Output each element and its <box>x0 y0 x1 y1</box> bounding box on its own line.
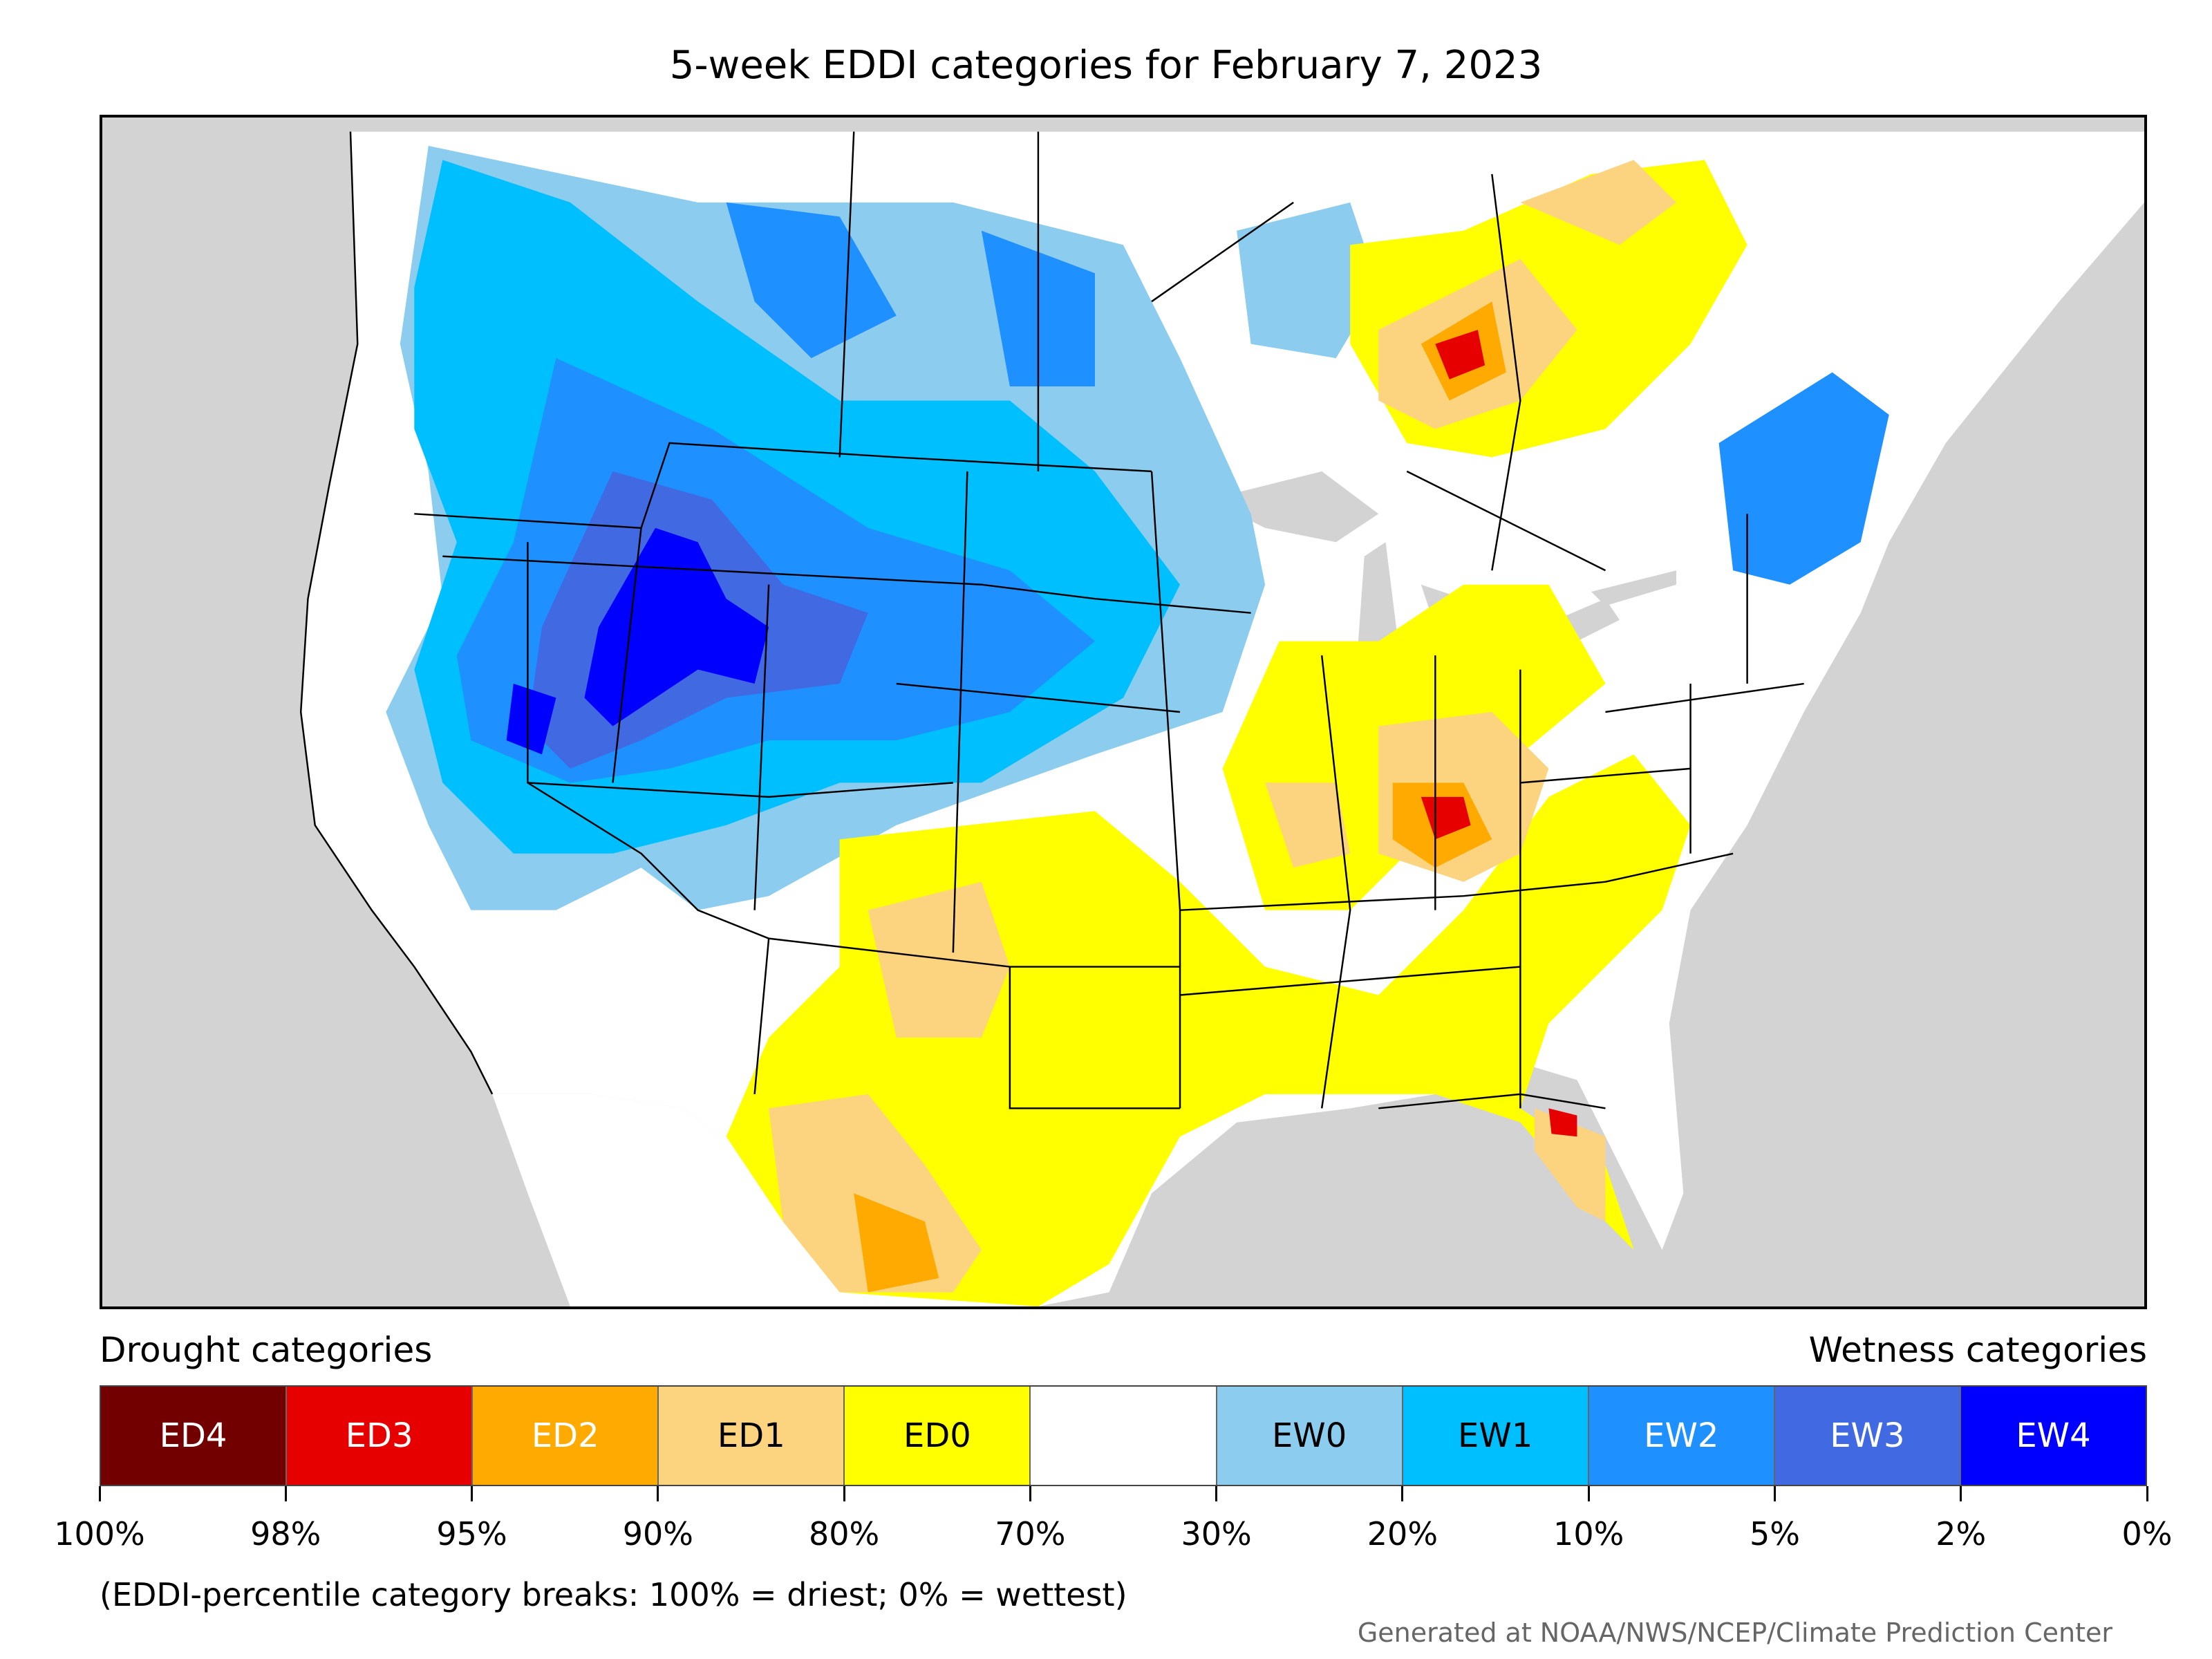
legend-tick-label: 2% <box>1936 1515 1987 1553</box>
legend-cell-ed2: ED2 <box>473 1387 659 1485</box>
legend-cell-ew0: EW0 <box>1217 1387 1403 1485</box>
legend-cell-ed4: ED4 <box>101 1387 288 1485</box>
wetness-heading: Wetness categories <box>1808 1330 2147 1370</box>
legend-tick-mark <box>1773 1486 1776 1501</box>
legend-tick-mark <box>98 1486 101 1501</box>
wet-canada-region <box>1237 202 1379 359</box>
legend-tick-label: 80% <box>808 1515 880 1553</box>
legend-tick-mark <box>1029 1486 1031 1501</box>
legend-cell-ew4: EW4 <box>1960 1387 2146 1485</box>
legend-cell-neutral <box>1031 1387 1217 1485</box>
legend-cell-ed0: ED0 <box>845 1387 1031 1485</box>
legend-cell-ed3: ED3 <box>287 1387 474 1485</box>
state-boundaries <box>299 131 1804 1109</box>
legend-tick-label: 98% <box>250 1515 321 1553</box>
legend-colorbar: ED4 ED3 ED2 ED1 ED0 EW0 EW1 EW2 EW3 EW4 <box>100 1385 2147 1486</box>
legend-tick-mark <box>1960 1486 1962 1501</box>
legend-tick-label: 10% <box>1553 1515 1624 1553</box>
legend-tick-mark <box>657 1486 659 1501</box>
great-lakes <box>1208 471 1677 712</box>
mexico-land <box>492 1094 1038 1306</box>
drought-heading: Drought categories <box>100 1330 433 1370</box>
legend-tick-label: 95% <box>436 1515 507 1553</box>
legend-tick-mark <box>1215 1486 1218 1501</box>
legend-cell-ed1: ED1 <box>659 1387 845 1485</box>
legend-tick-mark <box>1587 1486 1590 1501</box>
wet-northeast-region <box>1718 372 1889 585</box>
legend-tick-mark <box>843 1486 845 1501</box>
credit-text: Generated at NOAA/NWS/NCEP/Climate Predi… <box>1357 1618 2112 1648</box>
legend-tick-label: 70% <box>995 1515 1066 1553</box>
wet-ew4-region <box>506 527 769 755</box>
category-note: (EDDI-percentile category breaks: 100% =… <box>100 1576 1127 1613</box>
legend-cell-ew1: EW1 <box>1403 1387 1589 1485</box>
legend-tick-mark <box>284 1486 287 1501</box>
legend-tick-mark <box>471 1486 474 1501</box>
legend-tick-label: 5% <box>1749 1515 1800 1553</box>
dry-ed1-region <box>769 160 1677 1293</box>
legend-cell-ew2: EW2 <box>1588 1387 1775 1485</box>
legend-tick-label: 0% <box>2121 1515 2173 1553</box>
legend-tick-label: 90% <box>622 1515 693 1553</box>
legend-cell-ew3: EW3 <box>1774 1387 1961 1485</box>
eddi-map <box>100 115 2147 1309</box>
legend-tick-label: 30% <box>1181 1515 1252 1553</box>
legend-tick-mark <box>2146 1486 2148 1501</box>
map-title: 5-week EDDI categories for February 7, 2… <box>669 43 1543 88</box>
legend-tick-mark <box>1401 1486 1404 1501</box>
legend-tick-label: 20% <box>1367 1515 1438 1553</box>
legend-tick-label: 100% <box>54 1515 145 1553</box>
